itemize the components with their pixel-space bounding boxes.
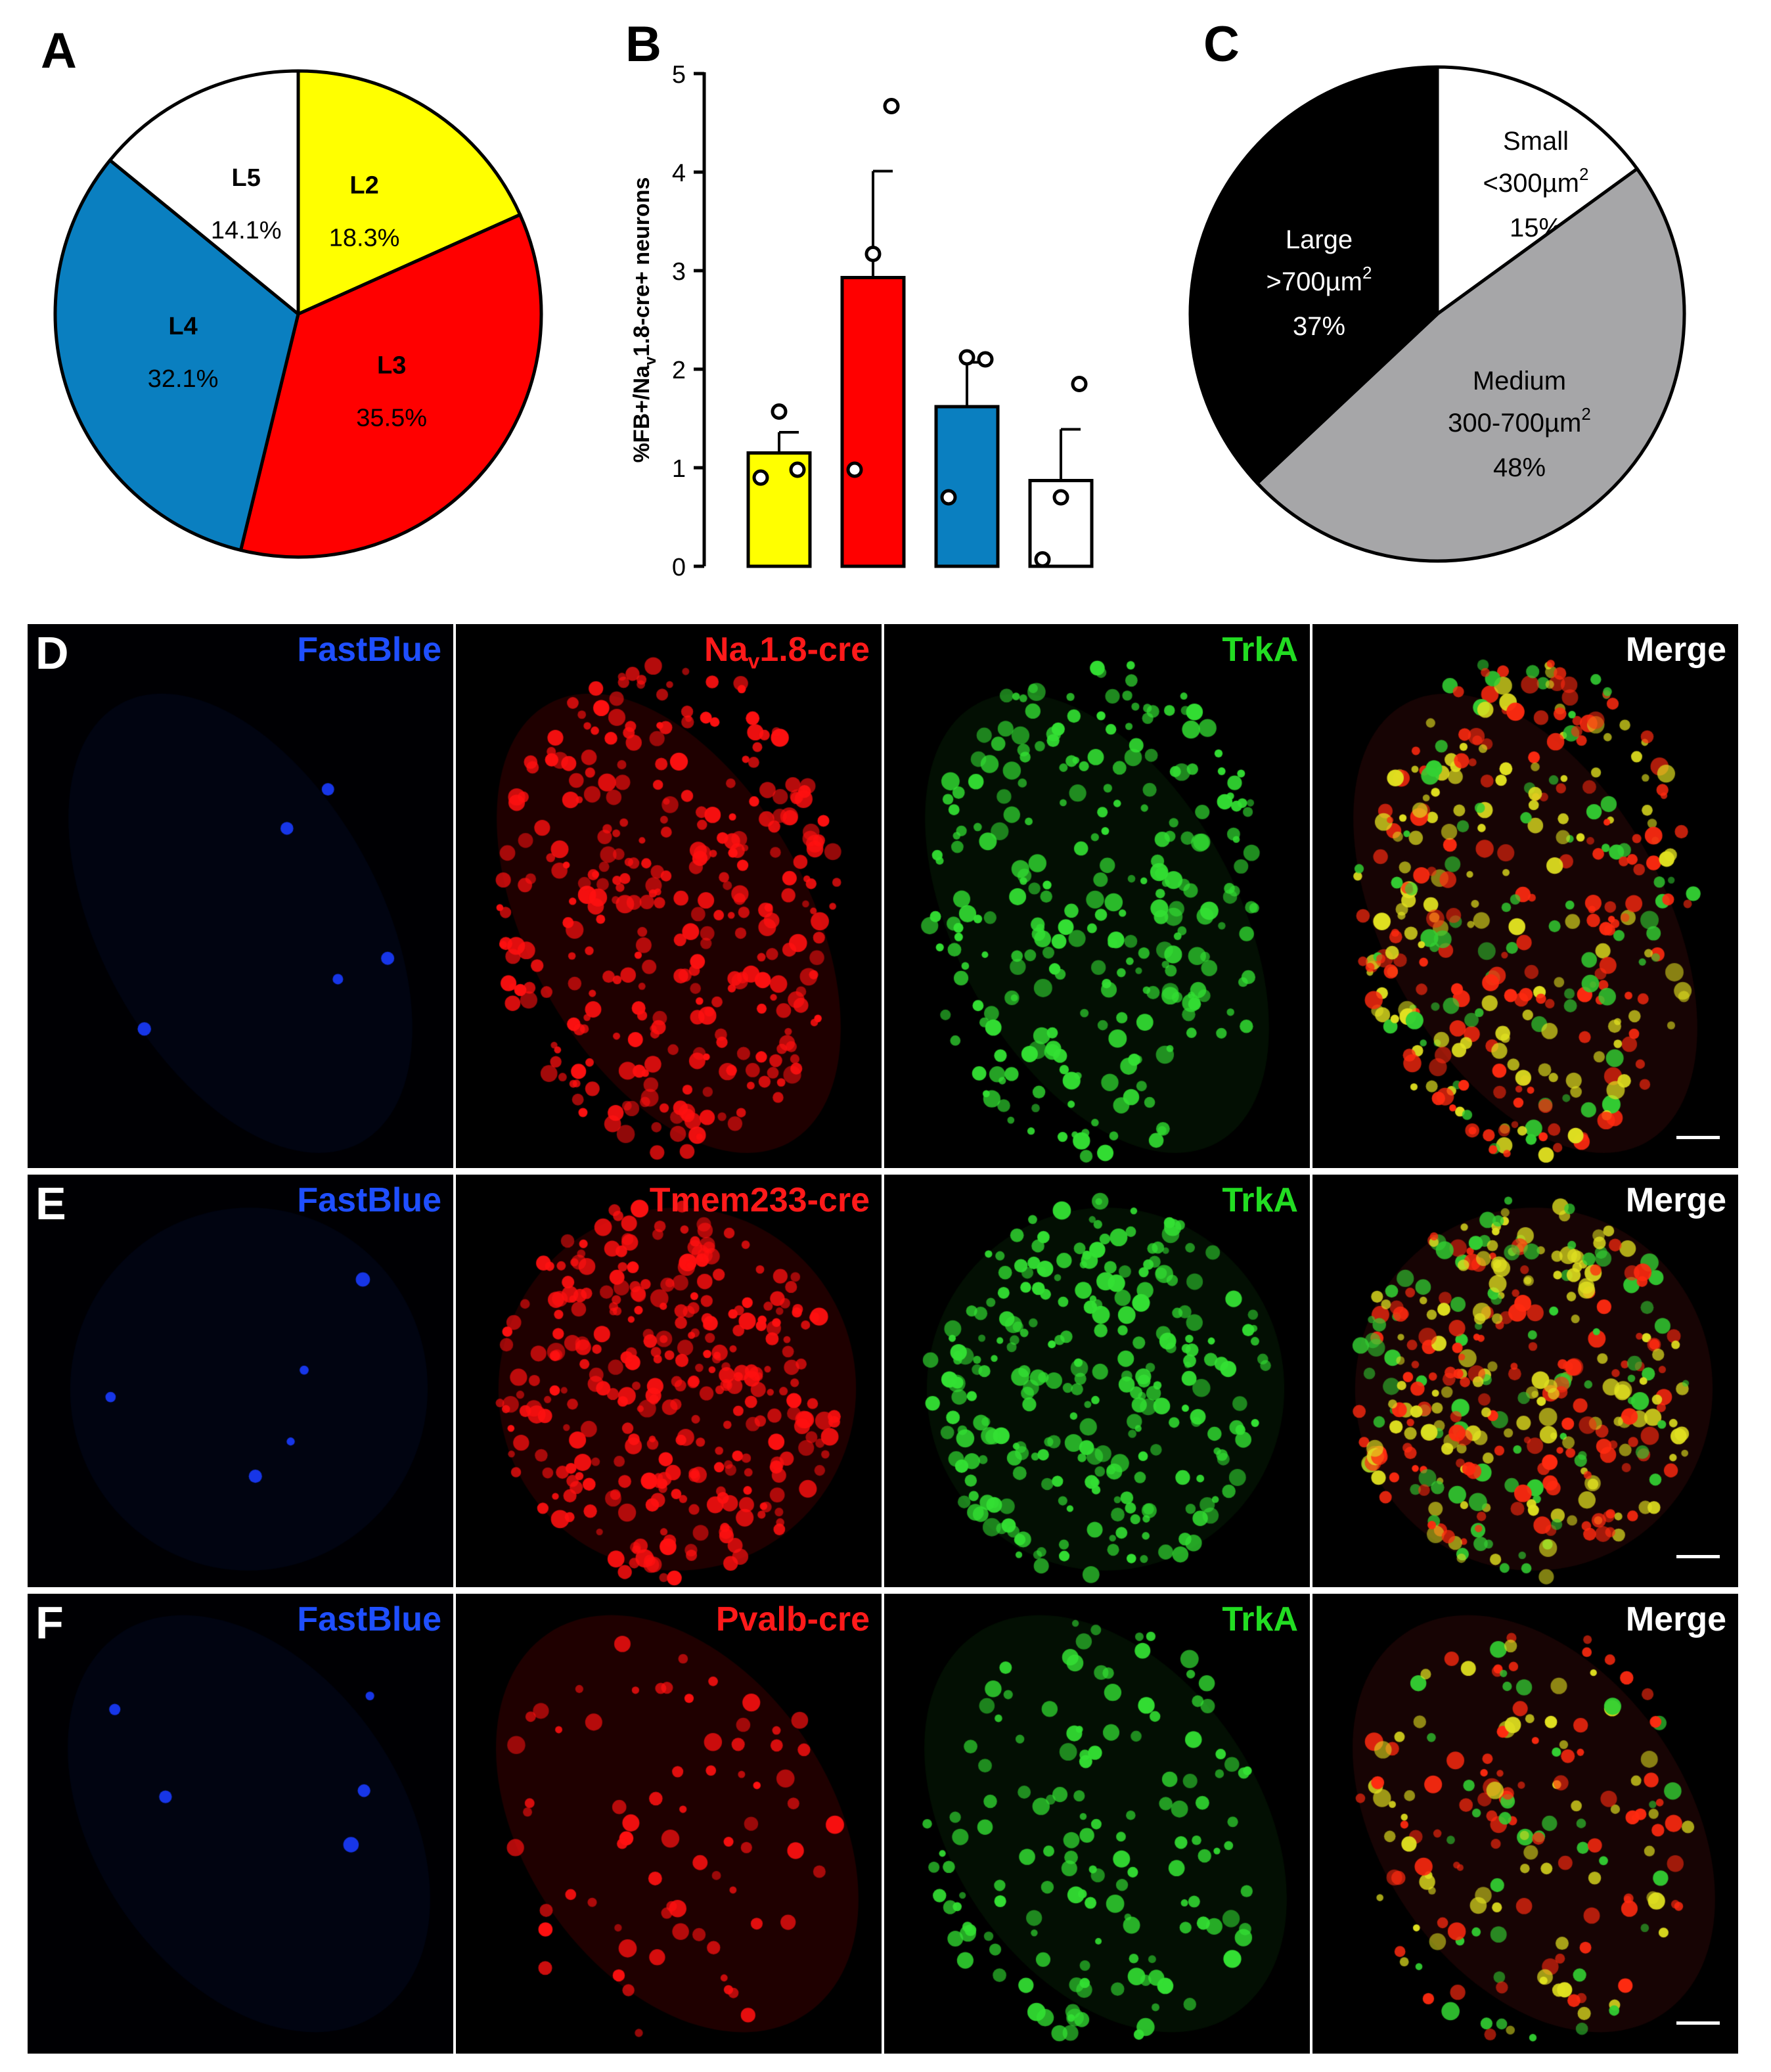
bar-b-bar-l4 (934, 405, 1000, 568)
bar-b-point (958, 349, 975, 366)
bar-b-point (864, 246, 882, 262)
bar-b-ytick-label: 4 (672, 160, 686, 187)
pie-a-label-l4: L4 (168, 313, 197, 340)
pie-chart-lumbar-levels: L2 18.3% L3 35.5% L4 32.1% L5 14.1% (53, 69, 543, 559)
micrograph-row-d: FastBlue D Nav1.8-cre TrkA Merge (28, 624, 1747, 1168)
micrograph-image (28, 1594, 453, 2054)
scale-bar (1676, 1555, 1720, 1558)
pie-a-slice-l4 (53, 158, 300, 552)
micrograph-d-trka-label: TrkA (1222, 631, 1298, 669)
bar-b-ytick-label: 5 (672, 61, 686, 89)
micrograph-d-trka: TrkA (884, 624, 1310, 1168)
pie-c-range-large: >700µm2 (1267, 263, 1372, 296)
pie-c-name-medium: Medium (1473, 367, 1566, 395)
pie-c-slice-large (1188, 65, 1439, 485)
micrograph-f-fastblue: FastBlue F (28, 1594, 453, 2054)
panel-letter-b: B (625, 16, 661, 72)
bar-b-point (883, 98, 900, 114)
bar-b-bar-l3 (840, 276, 906, 568)
panel-letter-c: C (1203, 16, 1240, 72)
panel-letter-d: D (35, 627, 69, 679)
micrograph-d-merge: Merge (1312, 624, 1738, 1168)
pie-c-slice-medium (1255, 167, 1686, 563)
bar-b-point (789, 461, 806, 478)
micrograph-f-trka-label: TrkA (1222, 1600, 1298, 1638)
micrograph-f-cre-label: Pvalb-cre (715, 1600, 870, 1638)
pie-a-value-l3: 35.5% (356, 404, 427, 432)
bar-b-ytick-label: 2 (672, 357, 686, 384)
micrograph-f-merge: Merge (1312, 1594, 1738, 2054)
bar-b-point (1071, 376, 1088, 392)
micrograph-e-merge: Merge (1312, 1175, 1738, 1587)
panel-letter-a: A (41, 23, 77, 79)
micrograph-image (1312, 624, 1738, 1168)
micrograph-d-cre: Nav1.8-cre (456, 624, 882, 1168)
pie-c-name-large: Large (1286, 225, 1353, 254)
micrograph-grid: FastBlue D Nav1.8-cre TrkA Merge FastBlue E Tme… (28, 624, 1747, 2056)
micrograph-e-cre-label: Tmem233-cre (649, 1181, 870, 1219)
bar-b-point (771, 403, 788, 420)
panel-letter-f: F (35, 1597, 64, 1648)
pie-a-label-l2: L2 (349, 172, 378, 200)
micrograph-row-e: FastBlue E Tmem233-cre TrkA Merge (28, 1175, 1747, 1587)
micrograph-image (884, 624, 1310, 1168)
pie-a-slice-l2 (296, 69, 522, 316)
micrograph-d-fastblue-label: FastBlue (297, 631, 441, 669)
micrograph-row-f: FastBlue F Pvalb-cre TrkA Merge (28, 1594, 1747, 2054)
micrograph-d-fastblue: FastBlue D (28, 624, 453, 1168)
micrograph-d-cre-label: Nav1.8-cre (704, 631, 870, 673)
micrograph-e-cre: Tmem233-cre (456, 1175, 882, 1587)
micrograph-e-trka-label: TrkA (1222, 1181, 1298, 1219)
bar-b-point (846, 461, 863, 478)
micrograph-image (1312, 1175, 1738, 1587)
micrograph-image (456, 1594, 882, 2054)
pie-a-value-l2: 18.3% (329, 225, 400, 252)
pie-c-value-large: 37% (1293, 312, 1345, 341)
micrograph-image (884, 1594, 1310, 2054)
pie-c-slice-small (1435, 65, 1639, 316)
micrograph-f-trka: TrkA (884, 1594, 1310, 2054)
bar-b-point (1034, 551, 1051, 568)
pie-c-value-medium: 48% (1493, 453, 1546, 482)
pie-chart-soma-size: Small<300µm215%Medium300-700µm248%Large>… (1188, 65, 1686, 563)
micrograph-e-merge-label: Merge (1625, 1181, 1726, 1219)
bar-b-ylabel: %FB+/Nav1.8-cre+ neurons (629, 177, 660, 463)
micrograph-f-cre: Pvalb-cre (456, 1594, 882, 2054)
micrograph-e-fastblue: FastBlue E (28, 1175, 453, 1587)
pie-a-value-l5: 14.1% (211, 217, 282, 244)
pie-a-slice-l5 (108, 69, 300, 316)
pie-a-value-l4: 32.1% (148, 365, 219, 393)
bar-b-ytick-label: 0 (672, 554, 686, 581)
micrograph-e-trka: TrkA (884, 1175, 1310, 1587)
bar-b-ytick-label: 1 (672, 455, 686, 483)
bar-b-ytick-label: 3 (672, 258, 686, 286)
micrograph-image (456, 624, 882, 1168)
micrograph-image (1312, 1594, 1738, 2054)
micrograph-image (28, 624, 453, 1168)
bar-b-point (940, 489, 957, 506)
micrograph-e-fastblue-label: FastBlue (297, 1181, 441, 1219)
pie-a-label-l3: L3 (377, 351, 406, 379)
bar-b-point (752, 469, 769, 486)
scale-bar (1676, 1136, 1720, 1139)
micrograph-image (456, 1175, 882, 1587)
bar-b-point (977, 351, 994, 368)
micrograph-d-merge-label: Merge (1625, 631, 1726, 669)
micrograph-f-merge-label: Merge (1625, 1600, 1726, 1638)
panel-letter-e: E (35, 1178, 66, 1229)
scale-bar (1676, 2021, 1720, 2025)
pie-a-slice-l3 (238, 213, 543, 559)
micrograph-image (884, 1175, 1310, 1587)
pie-a-label-l5: L5 (232, 164, 261, 192)
pie-c-name-small: Small (1503, 127, 1569, 156)
bar-b-point (1052, 489, 1069, 506)
pie-c-range-medium: 300-700µm2 (1448, 404, 1591, 438)
pie-c-range-small: <300µm2 (1483, 164, 1589, 198)
bar-chart-fb-percentage: 0 1 2 3 4 5 %FB+/Nav1.8-cre+ neurons (629, 61, 1094, 581)
micrograph-image (28, 1175, 453, 1587)
micrograph-f-fastblue-label: FastBlue (297, 1600, 441, 1638)
